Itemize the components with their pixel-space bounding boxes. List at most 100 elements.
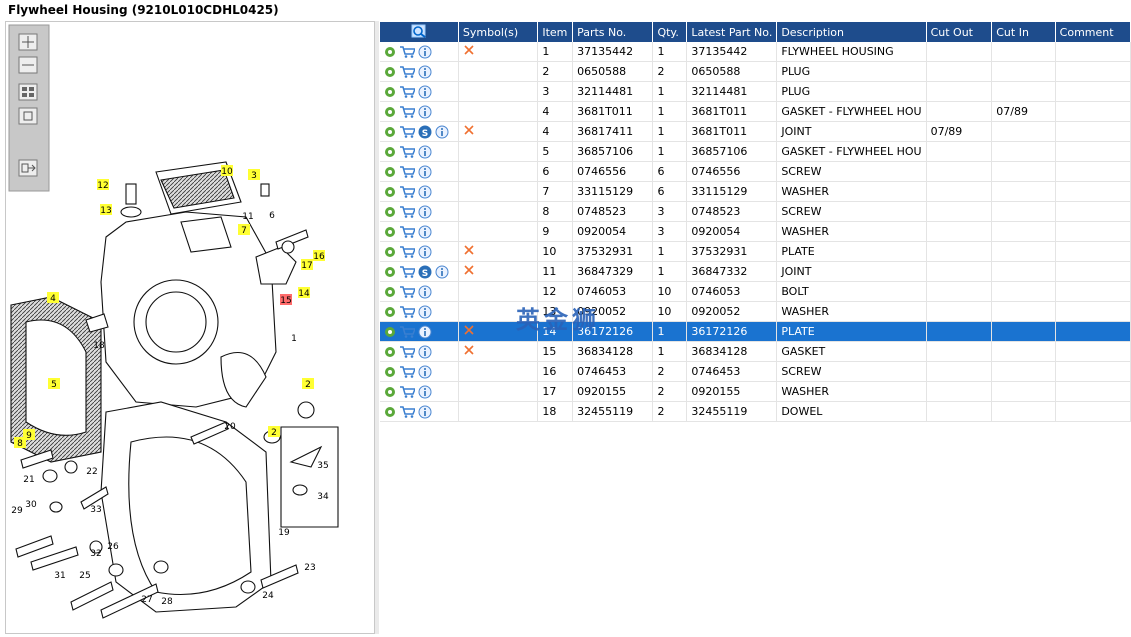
cart-icon[interactable] (399, 205, 415, 218)
callout[interactable]: 25 (79, 571, 90, 581)
info-icon[interactable] (418, 405, 432, 419)
callout[interactable]: 2 (268, 426, 280, 438)
cart-icon[interactable] (399, 345, 415, 358)
actual-size[interactable] (18, 107, 38, 125)
callout[interactable]: 27 (141, 595, 152, 605)
column-header[interactable]: Parts No. (572, 22, 654, 42)
callout[interactable]: 13 (100, 204, 112, 216)
cart-icon[interactable] (399, 145, 415, 158)
detail-icon[interactable] (384, 346, 396, 358)
cart-icon[interactable] (399, 405, 415, 418)
callout[interactable]: 32 (90, 549, 101, 559)
detail-icon[interactable] (384, 66, 396, 78)
column-header[interactable]: Cut In (991, 22, 1056, 42)
callout[interactable]: 29 (11, 506, 23, 516)
callout[interactable]: 22 (86, 467, 97, 477)
callout[interactable]: 17 (301, 259, 313, 271)
callout[interactable]: 34 (317, 492, 329, 502)
cart-icon[interactable] (399, 305, 415, 318)
cart-icon[interactable] (399, 185, 415, 198)
detail-icon[interactable] (384, 386, 396, 398)
callout[interactable]: 15 (280, 294, 292, 306)
cart-icon[interactable] (399, 225, 415, 238)
callout[interactable]: 21 (23, 475, 34, 485)
detail-icon[interactable] (384, 206, 396, 218)
cart-icon[interactable] (399, 105, 415, 118)
info-icon[interactable] (418, 285, 432, 299)
table-row[interactable]: 17 0920155 2 0920155 WASHER (380, 381, 1131, 402)
table-row[interactable]: 7 33115129 6 33115129 WASHER (380, 181, 1131, 202)
table-row[interactable]: 2 0650588 2 0650588 PLUG (380, 61, 1131, 82)
callout[interactable]: 3 (248, 169, 260, 181)
info-icon[interactable] (418, 105, 432, 119)
cart-icon[interactable] (399, 125, 415, 138)
callout[interactable]: 26 (107, 542, 119, 552)
info-icon[interactable] (418, 85, 432, 99)
cart-icon[interactable] (399, 285, 415, 298)
s-icon[interactable]: S (418, 125, 432, 139)
cart-icon[interactable] (399, 365, 415, 378)
callout[interactable]: 18 (93, 341, 105, 351)
callout[interactable]: 11 (242, 212, 253, 222)
detail-icon[interactable] (384, 106, 396, 118)
info-icon[interactable] (418, 245, 432, 259)
info-icon[interactable] (418, 205, 432, 219)
callout[interactable]: 20 (224, 422, 236, 432)
table-row[interactable]: 3 32114481 1 32114481 PLUG (380, 81, 1131, 102)
search-icon[interactable] (411, 24, 427, 38)
callout[interactable]: 10 (221, 165, 233, 177)
table-row[interactable]: 6 0746556 6 0746556 SCREW (380, 161, 1131, 182)
table-row[interactable]: 15 36834128 1 36834128 GASKET (380, 341, 1131, 362)
column-header[interactable]: Cut Out (926, 22, 993, 42)
info-icon[interactable] (418, 65, 432, 79)
callout[interactable]: 12 (97, 179, 109, 191)
column-header[interactable]: Comment (1055, 22, 1131, 42)
column-header[interactable]: Item (537, 22, 574, 42)
info-icon[interactable] (435, 265, 449, 279)
table-row[interactable]: 18 32455119 2 32455119 DOWEL (380, 401, 1131, 422)
table-row[interactable]: 13 0920052 10 0920052 WASHER (380, 301, 1131, 322)
table-row[interactable]: 14 36172126 1 36172126 PLATE (380, 321, 1131, 342)
info-icon[interactable] (418, 365, 432, 379)
table-row[interactable]: 10 37532931 1 37532931 PLATE (380, 241, 1131, 262)
callout[interactable]: 6 (269, 211, 275, 221)
info-icon[interactable] (418, 165, 432, 179)
detail-icon[interactable] (384, 226, 396, 238)
info-icon[interactable] (418, 325, 432, 339)
table-row[interactable]: S 11 36847329 1 36847332 JOINT (380, 261, 1131, 282)
detail-icon[interactable] (384, 186, 396, 198)
info-icon[interactable] (418, 225, 432, 239)
table-row[interactable]: 12 0746053 10 0746053 BOLT (380, 281, 1131, 302)
detail-icon[interactable] (384, 246, 396, 258)
table-row[interactable]: 9 0920054 3 0920054 WASHER (380, 221, 1131, 242)
cart-icon[interactable] (399, 385, 415, 398)
callout[interactable]: 9 (23, 429, 35, 441)
column-header[interactable]: Symbol(s) (458, 22, 539, 42)
splitter[interactable] (375, 21, 379, 634)
callout[interactable]: 1 (291, 334, 297, 344)
callout[interactable]: 14 (298, 287, 310, 299)
detail-icon[interactable] (384, 146, 396, 158)
info-icon[interactable] (418, 45, 432, 59)
callout[interactable]: 24 (262, 591, 274, 601)
info-icon[interactable] (435, 125, 449, 139)
detail-icon[interactable] (384, 86, 396, 98)
column-header[interactable] (380, 22, 459, 42)
cart-icon[interactable] (399, 65, 415, 78)
cart-icon[interactable] (399, 45, 415, 58)
table-row[interactable]: S 4 36817411 1 3681T011 JOINT 07/89 (380, 121, 1131, 142)
callout[interactable]: 2 (302, 378, 314, 390)
detail-icon[interactable] (384, 166, 396, 178)
column-header[interactable]: Description (776, 22, 927, 42)
info-icon[interactable] (418, 385, 432, 399)
table-row[interactable]: 1 37135442 1 37135442 FLYWHEEL HOUSING (380, 42, 1131, 62)
callout[interactable]: 7 (238, 224, 250, 236)
callout[interactable]: 33 (90, 505, 101, 515)
detail-icon[interactable] (384, 46, 396, 58)
table-row[interactable]: 8 0748523 3 0748523 SCREW (380, 201, 1131, 222)
callout[interactable]: 19 (278, 528, 290, 538)
callout[interactable]: 30 (25, 500, 37, 510)
cart-icon[interactable] (399, 265, 415, 278)
detail-icon[interactable] (384, 326, 396, 338)
column-header[interactable]: Latest Part No. (686, 22, 778, 42)
